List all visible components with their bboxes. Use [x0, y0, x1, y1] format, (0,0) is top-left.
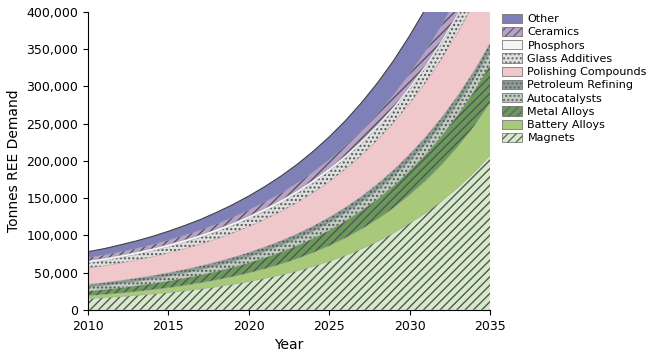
Legend: Other, Ceramics, Phosphors, Glass Additives, Polishing Compounds, Petroleum Refi: Other, Ceramics, Phosphors, Glass Additi… — [499, 11, 649, 145]
Y-axis label: Tonnes REE Demand: Tonnes REE Demand — [7, 89, 21, 232]
X-axis label: Year: Year — [275, 338, 304, 352]
